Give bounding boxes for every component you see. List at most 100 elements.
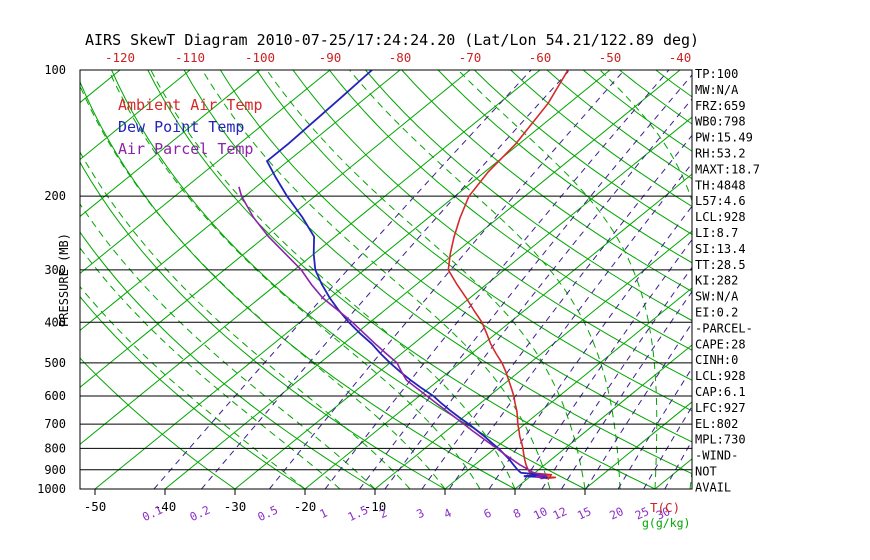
- pressure-tick-label: 400: [44, 315, 66, 329]
- mixing-ratio-line: [384, 98, 692, 489]
- mixing-ratio-label: 25: [633, 504, 651, 523]
- mixing-ratio-label: 15: [575, 504, 593, 523]
- stats-line: NOT: [695, 465, 717, 479]
- isotherm-line: [80, 70, 471, 388]
- mixing-ratio-label: 2: [377, 506, 389, 522]
- mixing-ratio-line: [201, 70, 571, 489]
- pressure-tick-label: 900: [44, 463, 66, 477]
- mixing-ratio-label: 12: [551, 504, 569, 523]
- stats-line: MPL:730: [695, 433, 746, 447]
- isotherm-line: [80, 70, 541, 445]
- top-temp-tick-label: -90: [319, 50, 342, 65]
- bottom-temp-tick-label: -20: [294, 499, 317, 514]
- stats-line: TH:4848: [695, 178, 746, 192]
- curve-ambient-air-temp: [447, 70, 569, 480]
- moist-adiabat-line: [80, 151, 411, 489]
- stats-line: TP:100: [695, 67, 738, 81]
- stats-line: EL:802: [695, 417, 738, 431]
- stats-line: KI:282: [695, 274, 738, 288]
- isotherm-line: [374, 230, 692, 489]
- dry-adiabat-line: [365, 70, 692, 322]
- pressure-tick-label: 500: [44, 356, 66, 370]
- chart-title: AIRS SkewT Diagram 2010-07-25/17:24:24.2…: [85, 31, 699, 49]
- stats-line: AVAIL: [695, 480, 731, 494]
- bottom-temp-tick-label: -50: [84, 499, 107, 514]
- mixing-ratio-label: 3: [414, 506, 426, 522]
- mixing-ratio-line: [359, 74, 692, 489]
- isotherm-line: [654, 458, 692, 489]
- moist-adiabat-line: [457, 70, 658, 489]
- stats-line: MW:N/A: [695, 83, 739, 97]
- mixing-ratio-line: [561, 290, 692, 489]
- dry-adiabat-line: [256, 70, 692, 412]
- pressure-tick-label: 100: [44, 63, 66, 77]
- legend-air-parcel-temp: Air Parcel Temp: [118, 140, 253, 158]
- moist-adiabat-line: [599, 70, 692, 489]
- stats-line: WB0:798: [695, 115, 746, 129]
- dry-adiabat-line: [546, 70, 692, 180]
- top-temp-tick-label: -60: [529, 50, 552, 65]
- moist-adiabat-line: [80, 247, 341, 489]
- axis-labels: 100 200 300 400 500 600 700 800 900 1000 -120 -110 -…: [37, 50, 760, 524]
- dry-adiabat-line: [401, 70, 692, 293]
- dry-adiabat-line: [437, 70, 692, 264]
- isotherm-line: [80, 70, 261, 218]
- mixing-ratio-line: [324, 70, 670, 489]
- plot-border: [79, 69, 693, 490]
- stats-line: LI:8.7: [695, 226, 738, 240]
- moist-adiabat-line: [266, 70, 586, 489]
- mixing-unit-label: g(g/kg): [642, 516, 690, 530]
- stats-line: TT:28.5: [695, 258, 746, 272]
- temp-unit-label: T(C): [650, 500, 680, 515]
- bottom-temp-tick-label: -10: [364, 499, 387, 514]
- mixing-ratio-line: [153, 70, 532, 489]
- mixing-ratio-label: 10: [531, 504, 550, 523]
- dry-adiabat-line: [219, 70, 692, 443]
- mixing-ratio-line: [269, 70, 625, 489]
- pressure-tick-label: 800: [44, 441, 66, 455]
- dry-adiabat-line: [80, 80, 516, 489]
- mixing-ratio-label: 0.2: [187, 503, 212, 524]
- dry-adiabat-line: [80, 295, 306, 489]
- stats-line: CAPE:28: [695, 337, 746, 351]
- mixing-ratio-line: [617, 367, 692, 489]
- bottom-temp-tick-label: -30: [224, 499, 247, 514]
- mixing-ratio-label: 30: [654, 504, 673, 523]
- mixing-ratio-label: 1: [317, 506, 329, 522]
- dry-adiabat-line: [80, 231, 376, 489]
- pressure-tick-label: 300: [44, 263, 66, 277]
- stats-line: FRZ:659: [695, 99, 746, 113]
- isotherm-line: [80, 70, 191, 161]
- stats-line: SW:N/A: [695, 290, 739, 304]
- isotherm-line: [304, 173, 692, 489]
- stats-line: SI:13.4: [695, 242, 746, 256]
- top-temp-tick-label: -40: [669, 50, 692, 65]
- stats-line: LFC:927: [695, 401, 746, 415]
- stats-line: LCL:928: [695, 369, 746, 383]
- mixing-ratio-line: [585, 322, 692, 489]
- curve-dew-point-temp: [265, 70, 548, 480]
- top-temp-tick-label: -120: [105, 50, 135, 65]
- stats-line: PW:15.49: [695, 131, 753, 145]
- top-temp-tick-label: -100: [245, 50, 275, 65]
- isotherm-line: [80, 70, 331, 275]
- moist-adiabat-line: [80, 285, 306, 489]
- dry-adiabat-line: [582, 70, 692, 152]
- top-temp-tick-label: -70: [459, 50, 482, 65]
- stats-line: CAP:6.1: [695, 385, 746, 399]
- isotherm-line: [80, 70, 401, 331]
- mixing-ratio-label: 20: [607, 504, 626, 523]
- legend-dew-point-temp: Dew Point Temp: [118, 118, 244, 136]
- dry-adiabat-line: [80, 357, 236, 489]
- dry-adiabat-line: [328, 70, 692, 351]
- isotherm-line: [444, 287, 692, 489]
- curve-air-parcel-temp: [238, 186, 547, 480]
- isotherm-line: [514, 344, 692, 489]
- stats-line: MAXT:18.7: [695, 162, 760, 176]
- stats-line: EI:0.2: [695, 306, 738, 320]
- dry-adiabat-line: [474, 70, 692, 235]
- pressure-tick-label: 200: [44, 189, 66, 203]
- moist-adiabat-line: [349, 70, 621, 489]
- stats-line: CINH:0: [695, 353, 738, 367]
